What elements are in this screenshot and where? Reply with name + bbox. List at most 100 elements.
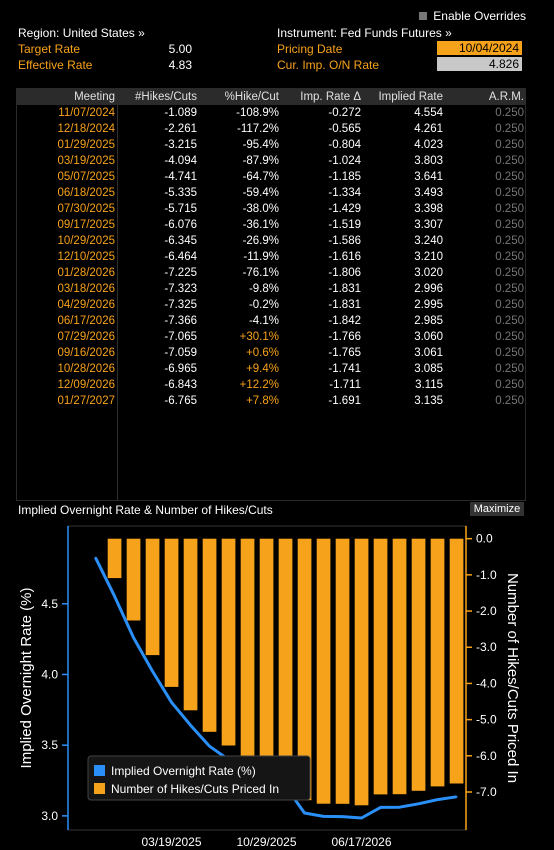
cell-imp-rate-delta: -1.766: [328, 331, 361, 343]
col-meeting[interactable]: Meeting: [74, 91, 115, 103]
bar-8: [240, 538, 255, 759]
rate-point-0: [94, 556, 97, 559]
table-row[interactable]: 07/29/2026 -7.065 +30.1% -1.766 3.060 0.250: [17, 329, 525, 345]
cell-pct-hike-cut: -9.8%: [248, 283, 279, 295]
bar-3: [145, 538, 160, 656]
cell-implied-rate: 3.641: [414, 171, 443, 183]
cell-imp-rate-delta: -1.711: [329, 379, 361, 391]
cell-arm: 0.250: [495, 379, 524, 391]
checkbox-icon[interactable]: [419, 12, 428, 20]
col-implied-rate[interactable]: Implied Rate: [378, 91, 443, 103]
header-left: Region: United States » Target Rate 5.00 …: [18, 25, 192, 73]
cell-meeting: 01/29/2025: [57, 139, 115, 151]
col-pct-hike-cut[interactable]: %Hike/Cut: [224, 91, 279, 103]
table-row[interactable]: 12/18/2024 -2.261 -117.2% -0.565 4.261 0.250: [17, 121, 525, 137]
cell-imp-rate-delta: -1.616: [328, 251, 361, 263]
cell-implied-rate: 2.985: [414, 315, 443, 327]
bar-15: [373, 538, 388, 795]
rates-table: Meeting #Hikes/Cuts %Hike/Cut Imp. Rate …: [16, 88, 526, 501]
cell-pct-hike-cut: -11.9%: [243, 251, 279, 263]
cell-implied-rate: 3.085: [414, 363, 443, 375]
rates-chart: 3.0 3.5 4.0 4.5 0.0 -1.0 -2.0 -3.0 -4.0 -5.0 -6.0 -…: [18, 525, 521, 849]
cell-implied-rate: 3.803: [414, 155, 443, 167]
effective-rate-value: 4.83: [168, 58, 192, 72]
table-row[interactable]: 11/07/2024 -1.089 -108.9% -0.272 4.554 0.250: [17, 105, 525, 121]
col-arm[interactable]: A.R.M.: [488, 91, 524, 103]
cell-hikes-cuts: -4.094: [164, 155, 197, 167]
cell-meeting: 12/10/2025: [57, 251, 115, 263]
table-row[interactable]: 12/09/2026 -6.843 +12.2% -1.711 3.115 0.250: [17, 377, 525, 393]
cell-hikes-cuts: -6.345: [164, 235, 197, 247]
cur-imp-rate-field[interactable]: 4.826: [437, 57, 522, 71]
cell-hikes-cuts: -6.843: [164, 379, 197, 391]
cell-pct-hike-cut: +7.8%: [246, 395, 279, 407]
cur-imp-rate-label: Cur. Imp. O/N Rate: [277, 58, 380, 72]
maximize-button[interactable]: Maximize: [470, 502, 524, 516]
cell-pct-hike-cut: -95.4%: [242, 139, 279, 151]
cell-imp-rate-delta: -0.804: [328, 139, 361, 151]
cell-meeting: 11/07/2024: [58, 107, 115, 119]
table-row[interactable]: 06/17/2026 -7.366 -4.1% -1.842 2.985 0.250: [17, 313, 525, 329]
cell-implied-rate: 3.020: [414, 267, 443, 279]
table-row[interactable]: 03/18/2026 -7.323 -9.8% -1.831 2.996 0.250: [17, 281, 525, 297]
cell-pct-hike-cut: -117.2%: [237, 123, 279, 135]
table-row[interactable]: 01/28/2026 -7.225 -76.1% -1.806 3.020 0.250: [17, 265, 525, 281]
cell-hikes-cuts: -7.059: [164, 347, 197, 359]
cell-hikes-cuts: -7.366: [164, 315, 197, 327]
table-row[interactable]: 06/18/2025 -5.335 -59.4% -1.334 3.493 0.250: [17, 185, 525, 201]
table-row[interactable]: 03/19/2025 -4.094 -87.9% -1.024 3.803 0.250: [17, 153, 525, 169]
instrument-selector[interactable]: Instrument: Fed Funds Futures »: [277, 26, 452, 40]
col-hikes-cuts[interactable]: #Hikes/Cuts: [135, 91, 197, 103]
table-row[interactable]: 07/30/2025 -5.715 -38.0% -1.429 3.398 0.250: [17, 201, 525, 217]
bar-1: [107, 538, 122, 579]
table-row[interactable]: 01/29/2025 -3.215 -95.4% -0.804 4.023 0.250: [17, 137, 525, 153]
right-tick-label-0: 0.0: [476, 532, 493, 546]
cell-meeting: 01/28/2026: [57, 267, 115, 279]
table-row[interactable]: 01/27/2027 -6.765 +7.8% -1.691 3.135 0.250: [17, 393, 525, 409]
cell-imp-rate-delta: -1.741: [328, 363, 361, 375]
cell-implied-rate: 3.061: [414, 347, 443, 359]
rate-point-4: [170, 701, 173, 704]
rate-point-13: [341, 815, 344, 818]
cell-arm: 0.250: [495, 283, 524, 295]
bar-5: [183, 538, 198, 711]
col-imp-rate-delta[interactable]: Imp. Rate Δ: [300, 91, 361, 103]
legend-swatch-bar: [94, 783, 105, 794]
table-row[interactable]: 09/16/2026 -7.059 +0.6% -1.765 3.061 0.250: [17, 345, 525, 361]
cell-arm: 0.250: [495, 187, 524, 199]
header-right: Instrument: Fed Funds Futures » Pricing …: [277, 25, 452, 73]
cell-imp-rate-delta: -1.024: [328, 155, 361, 167]
cell-implied-rate: 3.398: [414, 203, 443, 215]
bar-12: [316, 538, 331, 804]
x-tick-label-1: 10/29/2025: [236, 835, 296, 849]
table-row[interactable]: 05/07/2025 -4.741 -64.7% -1.185 3.641 0.250: [17, 169, 525, 185]
table-row[interactable]: 09/17/2025 -6.076 -36.1% -1.519 3.307 0.250: [17, 217, 525, 233]
cell-arm: 0.250: [495, 267, 524, 279]
bar-7: [221, 538, 236, 746]
table-row[interactable]: 12/10/2025 -6.464 -11.9% -1.616 3.210 0.250: [17, 249, 525, 265]
cell-imp-rate-delta: -0.272: [328, 107, 361, 119]
region-selector[interactable]: Region: United States »: [18, 26, 145, 40]
cell-arm: 0.250: [495, 171, 524, 183]
right-tick-label-3: -3.0: [476, 640, 497, 654]
table-row[interactable]: 04/29/2026 -7.325 -0.2% -1.831 2.995 0.250: [17, 297, 525, 313]
cell-meeting: 01/27/2027: [57, 395, 115, 407]
enable-overrides-toggle[interactable]: Enable Overrides: [419, 9, 526, 23]
table-row[interactable]: 10/28/2026 -6.965 +9.4% -1.741 3.085 0.250: [17, 361, 525, 377]
table-row[interactable]: 10/29/2025 -6.345 -26.9% -1.586 3.240 0.250: [17, 233, 525, 249]
cell-arm: 0.250: [495, 219, 524, 231]
target-rate-value: 5.00: [168, 42, 192, 56]
left-tick-label-0: 3.0: [41, 809, 58, 823]
rate-point-2: [132, 636, 135, 639]
cell-pct-hike-cut: -76.1%: [242, 267, 279, 279]
cell-meeting: 09/16/2026: [57, 347, 115, 359]
target-rate-label: Target Rate: [18, 42, 81, 56]
cell-imp-rate-delta: -1.806: [328, 267, 361, 279]
bar-11: [297, 538, 312, 801]
cell-arm: 0.250: [495, 235, 524, 247]
x-tick-label-2: 06/17/2026: [331, 835, 391, 849]
cell-meeting: 10/28/2026: [57, 363, 115, 375]
cell-arm: 0.250: [495, 139, 524, 151]
bar-6: [202, 538, 217, 732]
pricing-date-field[interactable]: 10/04/2024: [437, 41, 522, 55]
